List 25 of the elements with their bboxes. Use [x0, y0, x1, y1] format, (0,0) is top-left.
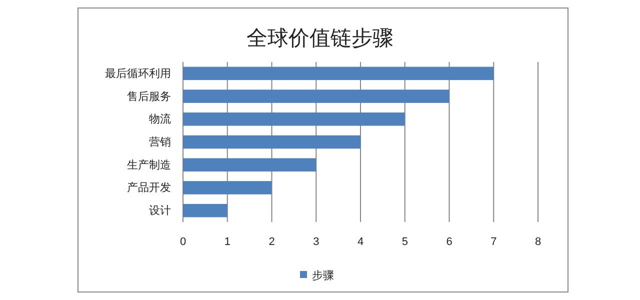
x-tick-label: 8: [534, 236, 542, 248]
x-tick-label: 2: [268, 236, 275, 248]
y-tick-label: 物流: [149, 112, 171, 126]
legend-label: 步骤: [312, 269, 334, 282]
x-tick-label: 7: [490, 236, 497, 248]
x-tick-label: 0: [180, 236, 186, 248]
y-tick-label: 营销: [149, 136, 171, 149]
bar: [183, 66, 494, 80]
chart-title: 全球价值链步骤: [246, 26, 394, 50]
x-tick-label: 4: [357, 236, 364, 248]
y-tick-label: 产品开发: [127, 181, 171, 194]
x-tick-label: 1: [224, 236, 230, 248]
bar: [183, 135, 360, 149]
x-tick-label: 3: [313, 236, 320, 248]
y-tick-label: 生产制造: [127, 158, 171, 172]
x-tick-label: 6: [446, 236, 452, 248]
bar: [183, 158, 316, 172]
y-tick-label: 最后循环利用: [105, 66, 171, 80]
y-tick-label: 售后服务: [127, 90, 171, 103]
y-tick-label: 设计: [149, 204, 171, 218]
x-tick-label: 5: [402, 236, 408, 248]
bar: [183, 90, 450, 103]
bar: [183, 181, 272, 194]
bar: [183, 112, 405, 126]
bar: [183, 204, 228, 218]
